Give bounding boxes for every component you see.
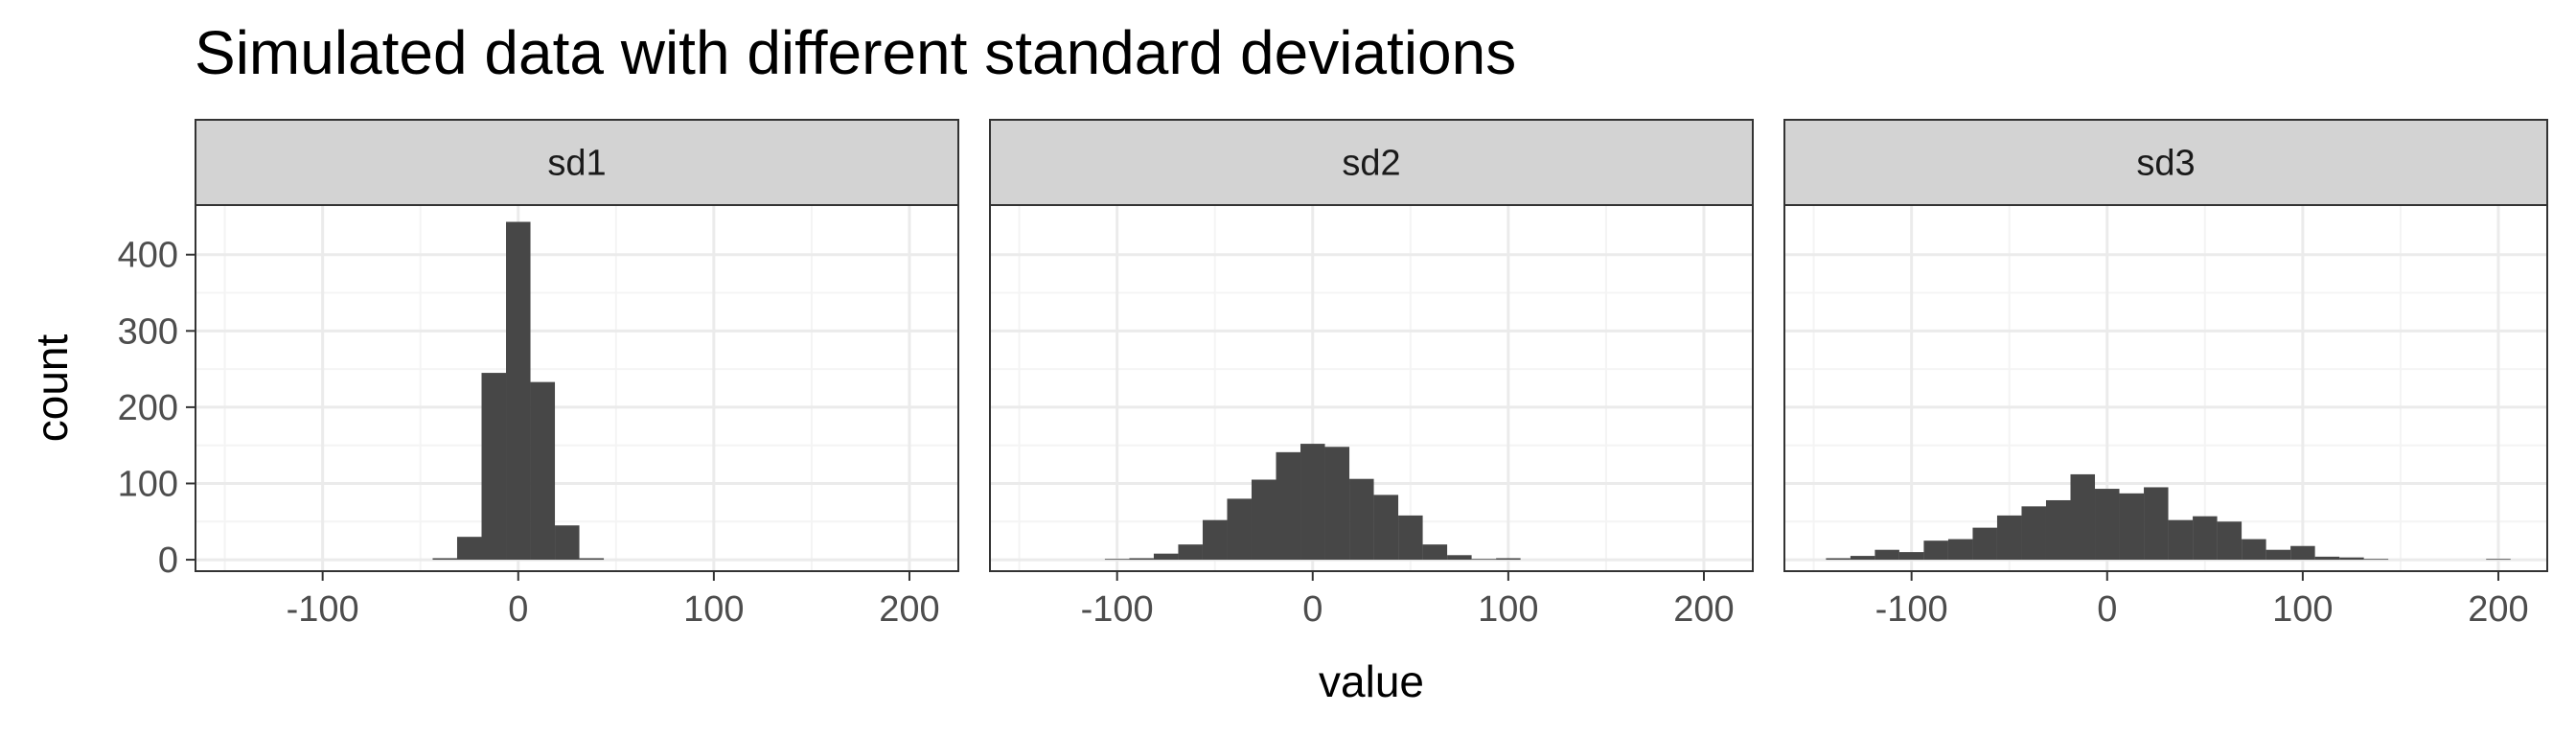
histogram-bar [1398,515,1423,561]
histogram-bar [1972,527,1997,561]
chart-title: Simulated data with different standard d… [195,18,1517,87]
y-tick-label: 300 [118,311,178,352]
x-tick-label: -100 [1081,589,1154,630]
histogram-bar [1349,478,1374,561]
histogram-bar [1324,447,1350,561]
x-tick-label: 200 [879,589,939,630]
histogram-bar [1202,519,1228,561]
histogram-bar [1850,556,1875,561]
x-tick-label: 0 [508,589,528,630]
histogram-bar [1276,451,1301,561]
histogram-bar [2217,521,2242,561]
panel-border [989,204,1754,572]
panel-border [195,204,959,572]
y-axis-title: count [27,334,77,443]
histogram-bar [1826,558,1851,561]
histogram-bar [2290,545,2315,561]
histogram-bar [1471,559,1497,561]
histogram-bar [530,381,556,561]
histogram-bar [555,525,580,561]
histogram-bar [2242,539,2266,561]
histogram-bar [2363,559,2389,561]
x-tick-label: 100 [1478,589,1538,630]
panel-border [1783,204,2548,572]
histogram-bar [1178,544,1203,561]
x-tick-label: 100 [683,589,744,630]
histogram-bar [1447,555,1472,561]
histogram-bar [456,537,482,561]
histogram-bar [1300,444,1325,561]
histogram-bar [2144,487,2169,561]
histogram-bar [2119,493,2145,561]
x-tick-label: -100 [287,589,359,630]
x-tick-label: 200 [1673,589,1734,630]
y-tick-label: 100 [118,464,178,504]
x-tick-label: 100 [2272,589,2333,630]
histogram-bar [1422,544,1448,561]
histogram-bar [2193,516,2218,561]
facet-strip [1783,119,2548,206]
histogram-bar [579,558,605,561]
y-tick-label: 200 [118,388,178,428]
histogram-bar [2070,473,2096,561]
histogram-bar [2095,489,2120,561]
histogram-bar [1227,498,1252,561]
histogram-bar [1373,494,1399,561]
histogram-bar [1898,552,1924,561]
histogram-bar [1496,558,1521,561]
histogram-bar [2168,519,2194,561]
facet-label: sd3 [2136,144,2195,184]
histogram-bar [1251,479,1276,561]
x-axis-title: value [1319,656,1424,706]
histogram-bar [481,373,507,561]
histogram-bar [2266,549,2291,561]
histogram-bar [1104,559,1130,561]
histogram-bar [1996,515,2022,561]
x-tick-label: 0 [2097,589,2117,630]
histogram-bar [2486,559,2511,561]
y-tick-label: 400 [118,236,178,276]
facet-label: sd1 [547,144,606,184]
x-tick-label: 200 [2468,589,2528,630]
histogram-bar [506,221,531,561]
facet-strip [195,119,959,206]
histogram-bar [2045,499,2071,561]
histogram-bar [1874,549,1899,561]
histogram-bar [2339,557,2364,561]
facet-label: sd2 [1342,144,1400,184]
histogram-bar [2314,556,2340,561]
y-tick-label: 0 [158,540,178,581]
panel-background [196,205,958,571]
histogram-bar [2021,506,2046,561]
histogram-bar [1947,539,1973,561]
x-tick-label: 0 [1302,589,1322,630]
x-tick-label: -100 [1875,589,1948,630]
histogram-bar [1153,553,1179,561]
histogram-bar [432,558,457,561]
histogram-bar [1923,540,1948,561]
histogram-bar [1129,558,1154,561]
